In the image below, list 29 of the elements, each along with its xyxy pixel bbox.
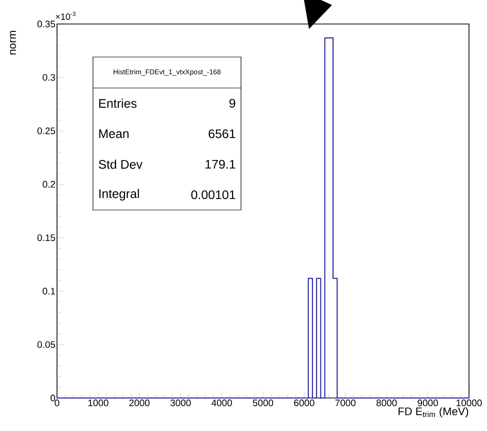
annotation: 6561 bbox=[208, 129, 236, 138]
annotation: Entries bbox=[99, 98, 137, 108]
x-tick-label: 5000 bbox=[252, 400, 274, 406]
x-tick-label: 7000 bbox=[335, 400, 356, 406]
text: ×10$^{-3}$ bbox=[56, 12, 76, 20]
y-tick-label: 0 bbox=[50, 394, 56, 402]
x-axis-title: FD E$_{trim}$ (MeV) bbox=[398, 407, 468, 418]
y-tick-label: 0.1 bbox=[42, 288, 56, 294]
x-tick-label: 4000 bbox=[211, 400, 232, 406]
y-tick-label: 0.2 bbox=[42, 180, 56, 188]
y-axis-title: norm bbox=[10, 30, 16, 54]
x-tick-label: 6000 bbox=[294, 400, 314, 406]
y-tick-label: 0.15 bbox=[37, 234, 56, 242]
x-tick-label: 10000 bbox=[456, 400, 482, 406]
annotation: Std Dev bbox=[98, 160, 142, 169]
y-tick-label: 0.05 bbox=[37, 341, 56, 348]
annotation: 9 bbox=[229, 98, 236, 108]
y-tick-label: 0.3 bbox=[42, 74, 56, 81]
annotation: Mean bbox=[99, 129, 129, 138]
x-tick-label: 2000 bbox=[129, 400, 150, 406]
y-tick-label: 0.25 bbox=[37, 128, 56, 134]
annotation: Integral bbox=[99, 188, 139, 201]
x-tick-label: 3000 bbox=[170, 400, 191, 406]
x-tick-label: 9000 bbox=[418, 400, 438, 406]
annotation: 179.1 bbox=[206, 160, 236, 169]
annotation: 0.00101 bbox=[191, 190, 236, 200]
y-tick-label: 0.35 bbox=[37, 20, 56, 28]
x-tick-label: 1000 bbox=[88, 400, 108, 406]
x-tick-label: 8000 bbox=[376, 400, 397, 406]
